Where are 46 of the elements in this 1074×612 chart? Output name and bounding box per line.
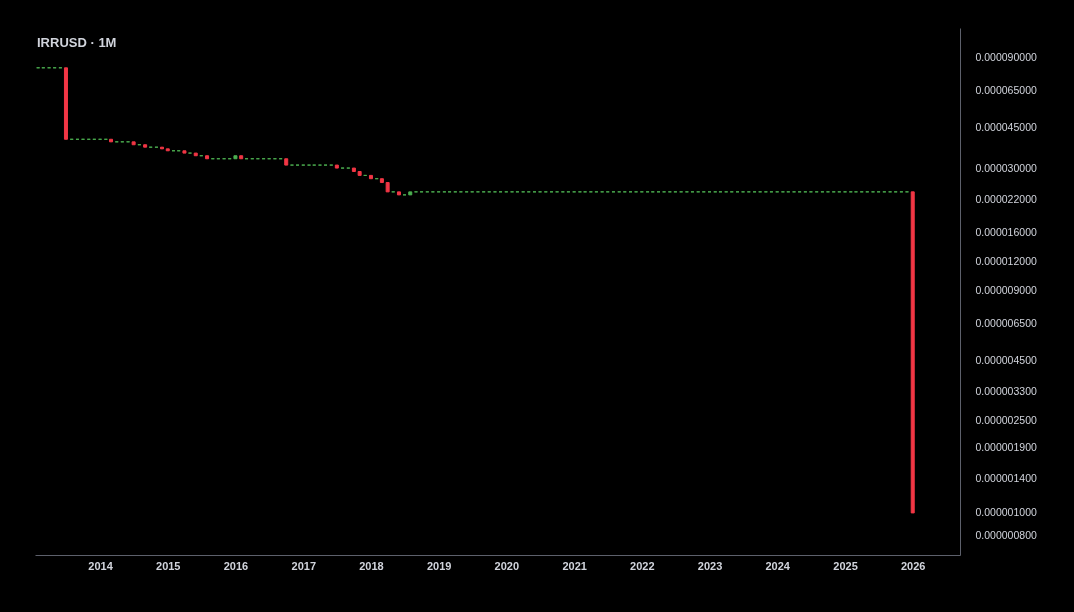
candlestick xyxy=(205,155,210,160)
y-tick-label: 0.000022000 xyxy=(975,193,1037,206)
x-tick-label: 2019 xyxy=(426,559,452,572)
x-tick-label: 2024 xyxy=(765,559,791,572)
x-tick-label: 2016 xyxy=(223,559,249,572)
candlestick xyxy=(239,155,244,160)
y-tick-label: 0.000006500 xyxy=(975,316,1037,329)
y-tick-label: 0.000001000 xyxy=(975,506,1037,519)
candlestick xyxy=(910,191,915,514)
y-tick-label: 0.000004500 xyxy=(975,354,1037,367)
x-tick-label: 2022 xyxy=(630,559,655,572)
x-tick-label: 2021 xyxy=(562,559,587,572)
y-tick-label: 0.000002500 xyxy=(975,413,1037,426)
candlestick xyxy=(396,191,401,196)
x-tick-label: 2018 xyxy=(359,559,384,572)
candlestick xyxy=(334,164,339,169)
text: IRRUSD · 1M xyxy=(37,35,117,50)
candlestick xyxy=(143,144,148,148)
y-tick-label: 0.000012000 xyxy=(975,254,1037,267)
candlestick xyxy=(109,138,114,143)
y-tick-label: 0.000090000 xyxy=(975,50,1037,63)
y-tick-label: 0.000030000 xyxy=(975,161,1037,174)
candlestick xyxy=(193,152,198,157)
x-tick-label: 2020 xyxy=(494,559,520,572)
x-tick-label: 2017 xyxy=(291,559,317,572)
x-tick-label: 2014 xyxy=(88,559,114,572)
candlestick xyxy=(408,191,413,196)
candlestick xyxy=(182,150,187,154)
x-tick-label: 2025 xyxy=(833,559,858,572)
candlestick xyxy=(368,174,373,180)
y-tick-label: 0.000065000 xyxy=(975,83,1037,96)
candlestick xyxy=(131,141,136,146)
y-tick-label: 0.000001900 xyxy=(975,441,1037,454)
y-tick-label: 0.000000800 xyxy=(975,529,1037,542)
x-tick-label: 2026 xyxy=(900,559,926,572)
y-tick-label: 0.000045000 xyxy=(975,120,1037,133)
y-tick-label: 0.000003300 xyxy=(975,385,1037,398)
candlestick xyxy=(165,148,170,152)
x-tick-label: 2023 xyxy=(697,559,723,572)
y-tick-label: 0.000009000 xyxy=(975,283,1037,296)
candlestick xyxy=(284,158,289,166)
x-tick-label: 2015 xyxy=(156,559,181,572)
candlestick xyxy=(63,67,68,140)
y-tick-label: 0.000001400 xyxy=(975,472,1037,485)
candlestick xyxy=(233,155,238,160)
y-tick-label: 0.000016000 xyxy=(975,225,1037,238)
